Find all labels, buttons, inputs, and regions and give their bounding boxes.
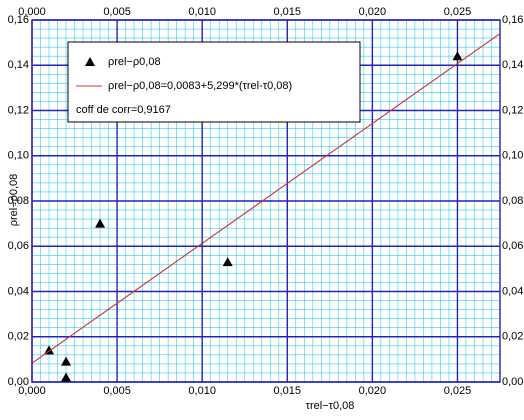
x-tick-label: 0,010 [188,385,216,397]
x-tick-label: 0,025 [444,385,472,397]
x-tick-label-top: 0,025 [444,6,472,18]
x-tick-label: 0,005 [103,385,131,397]
legend-label: ρrel−ρ0,08 [108,56,161,68]
legend-label: ρrel−ρ0,08=0,0083+5,299*(τrel-τ0,08) [108,80,292,92]
y-tick-label: 0,02 [8,331,29,343]
correlation-annotation: coff de corr=0,9167 [76,104,171,116]
y-tick-label: 0,14 [8,59,29,71]
y-tick-label-right: 0,02 [502,331,523,343]
legend-marker [85,57,95,66]
marks [32,33,500,382]
x-tick-label: 0,000 [18,385,46,397]
scatter-point [95,218,106,228]
y-tick-label-right: 0,04 [502,285,523,297]
y-axis-label: ρrel−ρ0,08 [8,174,20,227]
regression-line [32,33,500,364]
y-tick-label: 0,10 [8,150,29,162]
x-tick-label-top: 0,005 [103,6,131,18]
scatter-point [61,372,72,382]
scatter-point [61,356,72,366]
y-tick-label: 0,06 [8,240,29,252]
y-tick-label: 0,08 [8,195,29,207]
y-tick-label-right: 0,14 [502,59,523,71]
y-tick-label: 0,04 [8,285,29,297]
scatter-point [44,345,55,355]
y-tick-label-right: 0,16 [502,14,523,26]
plot-frame [31,19,501,383]
y-tick-label-right: 0,06 [502,240,523,252]
y-tick-label: 0,16 [8,14,29,26]
legend: ρrel−ρ0,08 ρrel−ρ0,08=0,0083+5,299*(τrel-… [67,41,361,123]
x-tick-label-top: 0,000 [18,6,46,18]
x-axis-label: τrel−τ0,08 [306,400,355,412]
y-tick-label-right: 0,12 [502,104,523,116]
y-tick-label: 0,12 [8,104,29,116]
x-tick-label-top: 0,010 [188,6,216,18]
y-tick-label-right: 0,08 [502,195,523,207]
scatter-point [452,51,463,61]
x-tick-label-top: 0,020 [359,6,387,18]
x-tick-label: 0,015 [274,385,302,397]
legend-box [67,41,361,123]
scatter-point [222,257,233,267]
y-tick-label-right: 0,10 [502,150,523,162]
y-tick-label: 0,00 [8,376,29,388]
x-tick-label-top: 0,015 [274,6,302,18]
y-tick-label-right: 0,00 [502,376,523,388]
x-tick-label: 0,020 [359,385,387,397]
